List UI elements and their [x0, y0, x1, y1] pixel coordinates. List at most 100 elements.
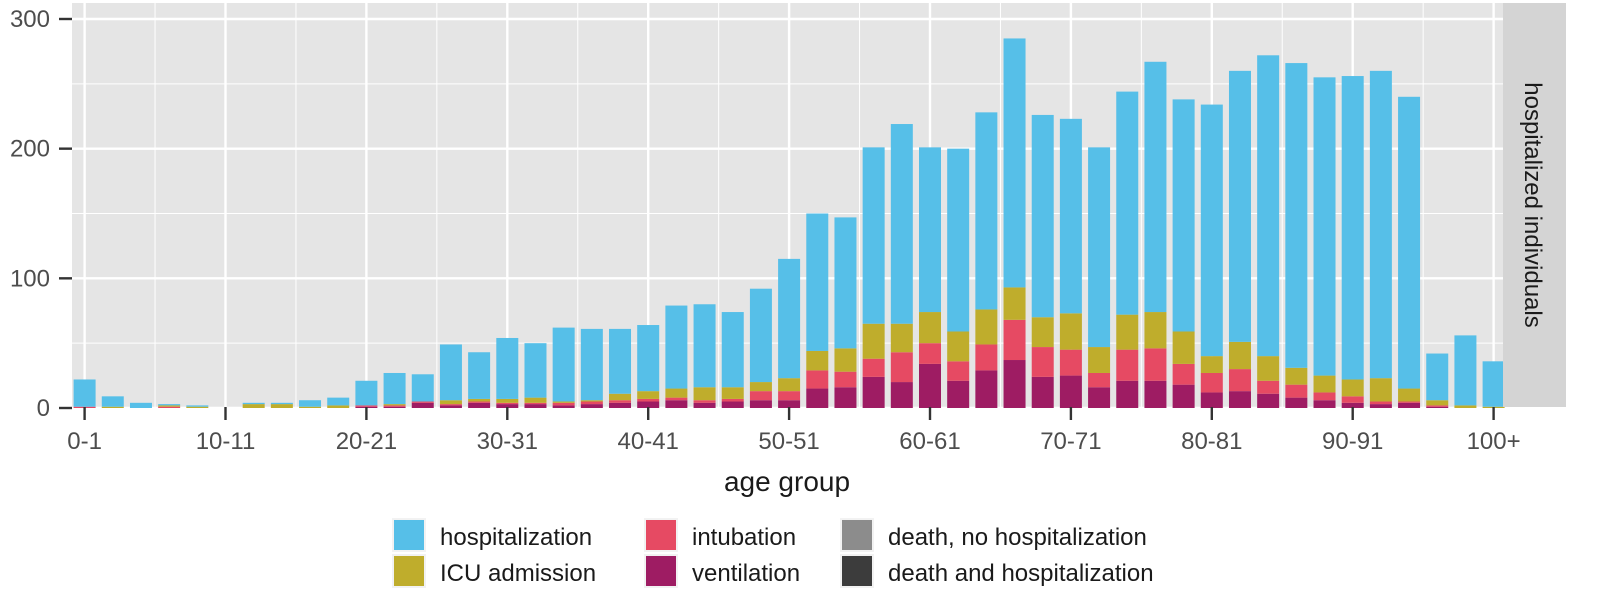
bar-segment-intubation-58-59 [890, 352, 913, 383]
bar-segment-intubation-64-65 [975, 344, 998, 371]
bar-segment-intubation-70-71 [1059, 349, 1082, 376]
bar-segment-hospitalization-66-67 [1003, 38, 1026, 288]
bar-segment-ventilation-38-39 [609, 402, 632, 408]
bar-segment-hospitalization-8-9 [186, 405, 209, 407]
bar-segment-hospitalization-94-95 [1398, 96, 1421, 389]
bar-segment-ventilation-92-93 [1369, 404, 1392, 408]
bar-segment-ventilation-72-73 [1088, 387, 1111, 408]
bar-segment-intubation-90-91 [1341, 396, 1364, 403]
bar-segment-icu-admission-74-75 [1116, 314, 1139, 350]
bar-segment-ventilation-46-47 [721, 401, 744, 408]
bar-segment-ventilation-64-65 [975, 370, 998, 408]
bar-segment-icu-admission-40-41 [637, 391, 660, 399]
legend-swatch [394, 520, 424, 550]
bar-segment-hospitalization-34-35 [552, 327, 575, 402]
bar-segment-hospitalization-84-85 [1257, 55, 1280, 357]
x-tick-label: 0-1 [67, 428, 102, 455]
legend-label: death, no hospitalization [888, 524, 1147, 551]
bar-segment-hospitalization-2-3 [101, 396, 124, 407]
bar-segment-hospitalization-20-21 [355, 380, 378, 406]
bar-segment-intubation-44-45 [693, 400, 716, 403]
bar-segment-hospitalization-60-61 [919, 147, 941, 313]
bar-segment-icu-admission-72-73 [1088, 347, 1111, 373]
bar-segment-ventilation-30-31 [496, 404, 519, 408]
bar-segment-ventilation-94-95 [1398, 402, 1421, 408]
bar-segment-hospitalization-16-17 [299, 400, 322, 407]
bar-segment-hospitalization-58-59 [890, 124, 913, 324]
bar-segment-hospitalization-26-27 [439, 344, 462, 401]
x-tick-label: 60-61 [899, 428, 960, 455]
bar-segment-ventilation-66-67 [1003, 360, 1026, 408]
bar-segment-hospitalization-42-43 [665, 305, 688, 389]
bar-segment-icu-admission-68-69 [1031, 317, 1054, 348]
bar-segment-icu-admission-70-71 [1059, 313, 1082, 350]
bar-segment-icu-admission-82-83 [1228, 341, 1251, 370]
bar-segment-hospitalization-56-57 [862, 147, 885, 324]
bar-segment-hospitalization-14-15 [270, 402, 293, 405]
bar-segment-intubation-96-97 [1426, 405, 1449, 407]
bar-segment-intubation-30-31 [496, 402, 519, 405]
legend-swatch [646, 556, 676, 586]
bar-segment-intubation-46-47 [721, 398, 744, 402]
bar-segment-intubation-34-35 [552, 402, 575, 406]
bar-segment-ventilation-50-51 [778, 400, 801, 408]
bar-segment-intubation-78-79 [1172, 363, 1195, 385]
bar-segment-intubation-62-63 [947, 361, 970, 381]
bar-segment-hospitalization-22-23 [383, 372, 406, 405]
bar-segment-intubation-36-37 [580, 401, 603, 405]
bar-segment-icu-admission-64-65 [975, 309, 998, 345]
x-tick-label: 70-71 [1040, 428, 1101, 455]
bar-segment-ventilation-54-55 [834, 387, 857, 408]
bar-segment-icu-admission-50-51 [778, 378, 801, 392]
bar-segment-ventilation-58-59 [890, 382, 913, 408]
bar-segment-intubation-88-89 [1313, 392, 1336, 401]
y-tick-label: 100 [10, 265, 50, 292]
bar-segment-ventilation-32-33 [524, 404, 547, 408]
bar-segment-ventilation-60-61 [919, 363, 941, 408]
bar-segment-icu-admission-80-81 [1200, 356, 1223, 373]
bar-segment-icu-admission-60-61 [919, 312, 941, 344]
bar-segment-icu-admission-56-57 [862, 323, 885, 359]
bar-segment-hospitalization-6-7 [158, 404, 181, 406]
bar-segment-ventilation-42-43 [665, 400, 688, 408]
bar-segment-icu-admission-52-53 [806, 350, 829, 371]
bar-segment-ventilation-80-81 [1200, 392, 1223, 408]
bar-segment-ventilation-82-83 [1228, 391, 1251, 408]
bar-segment-hospitalization-24-25 [411, 374, 434, 402]
bar-segment-ventilation-84-85 [1257, 393, 1280, 408]
bar-segment-intubation-76-77 [1144, 348, 1167, 381]
bar-segment-icu-admission-86-87 [1285, 367, 1308, 385]
bar-segment-icu-admission-12-13 [242, 404, 265, 408]
bar-segment-ventilation-78-79 [1172, 384, 1195, 408]
bar-segment-icu-admission-66-67 [1003, 287, 1026, 320]
bar-segment-icu-admission-8-9 [186, 406, 209, 408]
bar-segment-hospitalization-52-53 [806, 213, 829, 351]
bar-segment-hospitalization-18-19 [327, 397, 350, 406]
x-tick-label: 10-11 [196, 428, 256, 455]
bar-segment-hospitalization-76-77 [1144, 61, 1167, 313]
bar-segment-ventilation-70-71 [1059, 375, 1082, 408]
facet-strip-label: hospitalized individuals [1519, 82, 1546, 327]
bar-segment-hospitalization-50-51 [778, 258, 801, 379]
bar-segment-intubation-54-55 [834, 371, 857, 388]
x-tick-label: 40-41 [618, 428, 679, 455]
bar-segment-intubation-6-7 [158, 406, 181, 408]
y-axis: 0 100 200 300 [10, 6, 72, 422]
bar-segment-icu-admission-36-37 [580, 400, 603, 402]
bar-segment-intubation-92-93 [1369, 401, 1392, 405]
legend-swatch [842, 520, 872, 550]
bar-segment-hospitalization-78-79 [1172, 99, 1195, 332]
bar-segment-hospitalization-74-75 [1116, 91, 1139, 315]
bar-segment-intubation-40-41 [637, 398, 660, 402]
bar-segment-icu-admission-96-97 [1426, 400, 1449, 406]
bar-segment-hospitalization-36-37 [580, 328, 603, 401]
bar-segment-hospitalization-40-41 [637, 325, 660, 392]
bar-segment-icu-admission-2-3 [101, 406, 124, 408]
bar-segment-hospitalization-28-29 [468, 352, 491, 399]
bar-segment-icu-admission-78-79 [1172, 331, 1195, 364]
bar-segment-hospitalization-96-97 [1426, 353, 1449, 401]
bar-segment-hospitalization-88-89 [1313, 77, 1336, 376]
x-tick-label: 90-91 [1322, 428, 1383, 455]
bar-segment-icu-admission-76-77 [1144, 312, 1167, 349]
